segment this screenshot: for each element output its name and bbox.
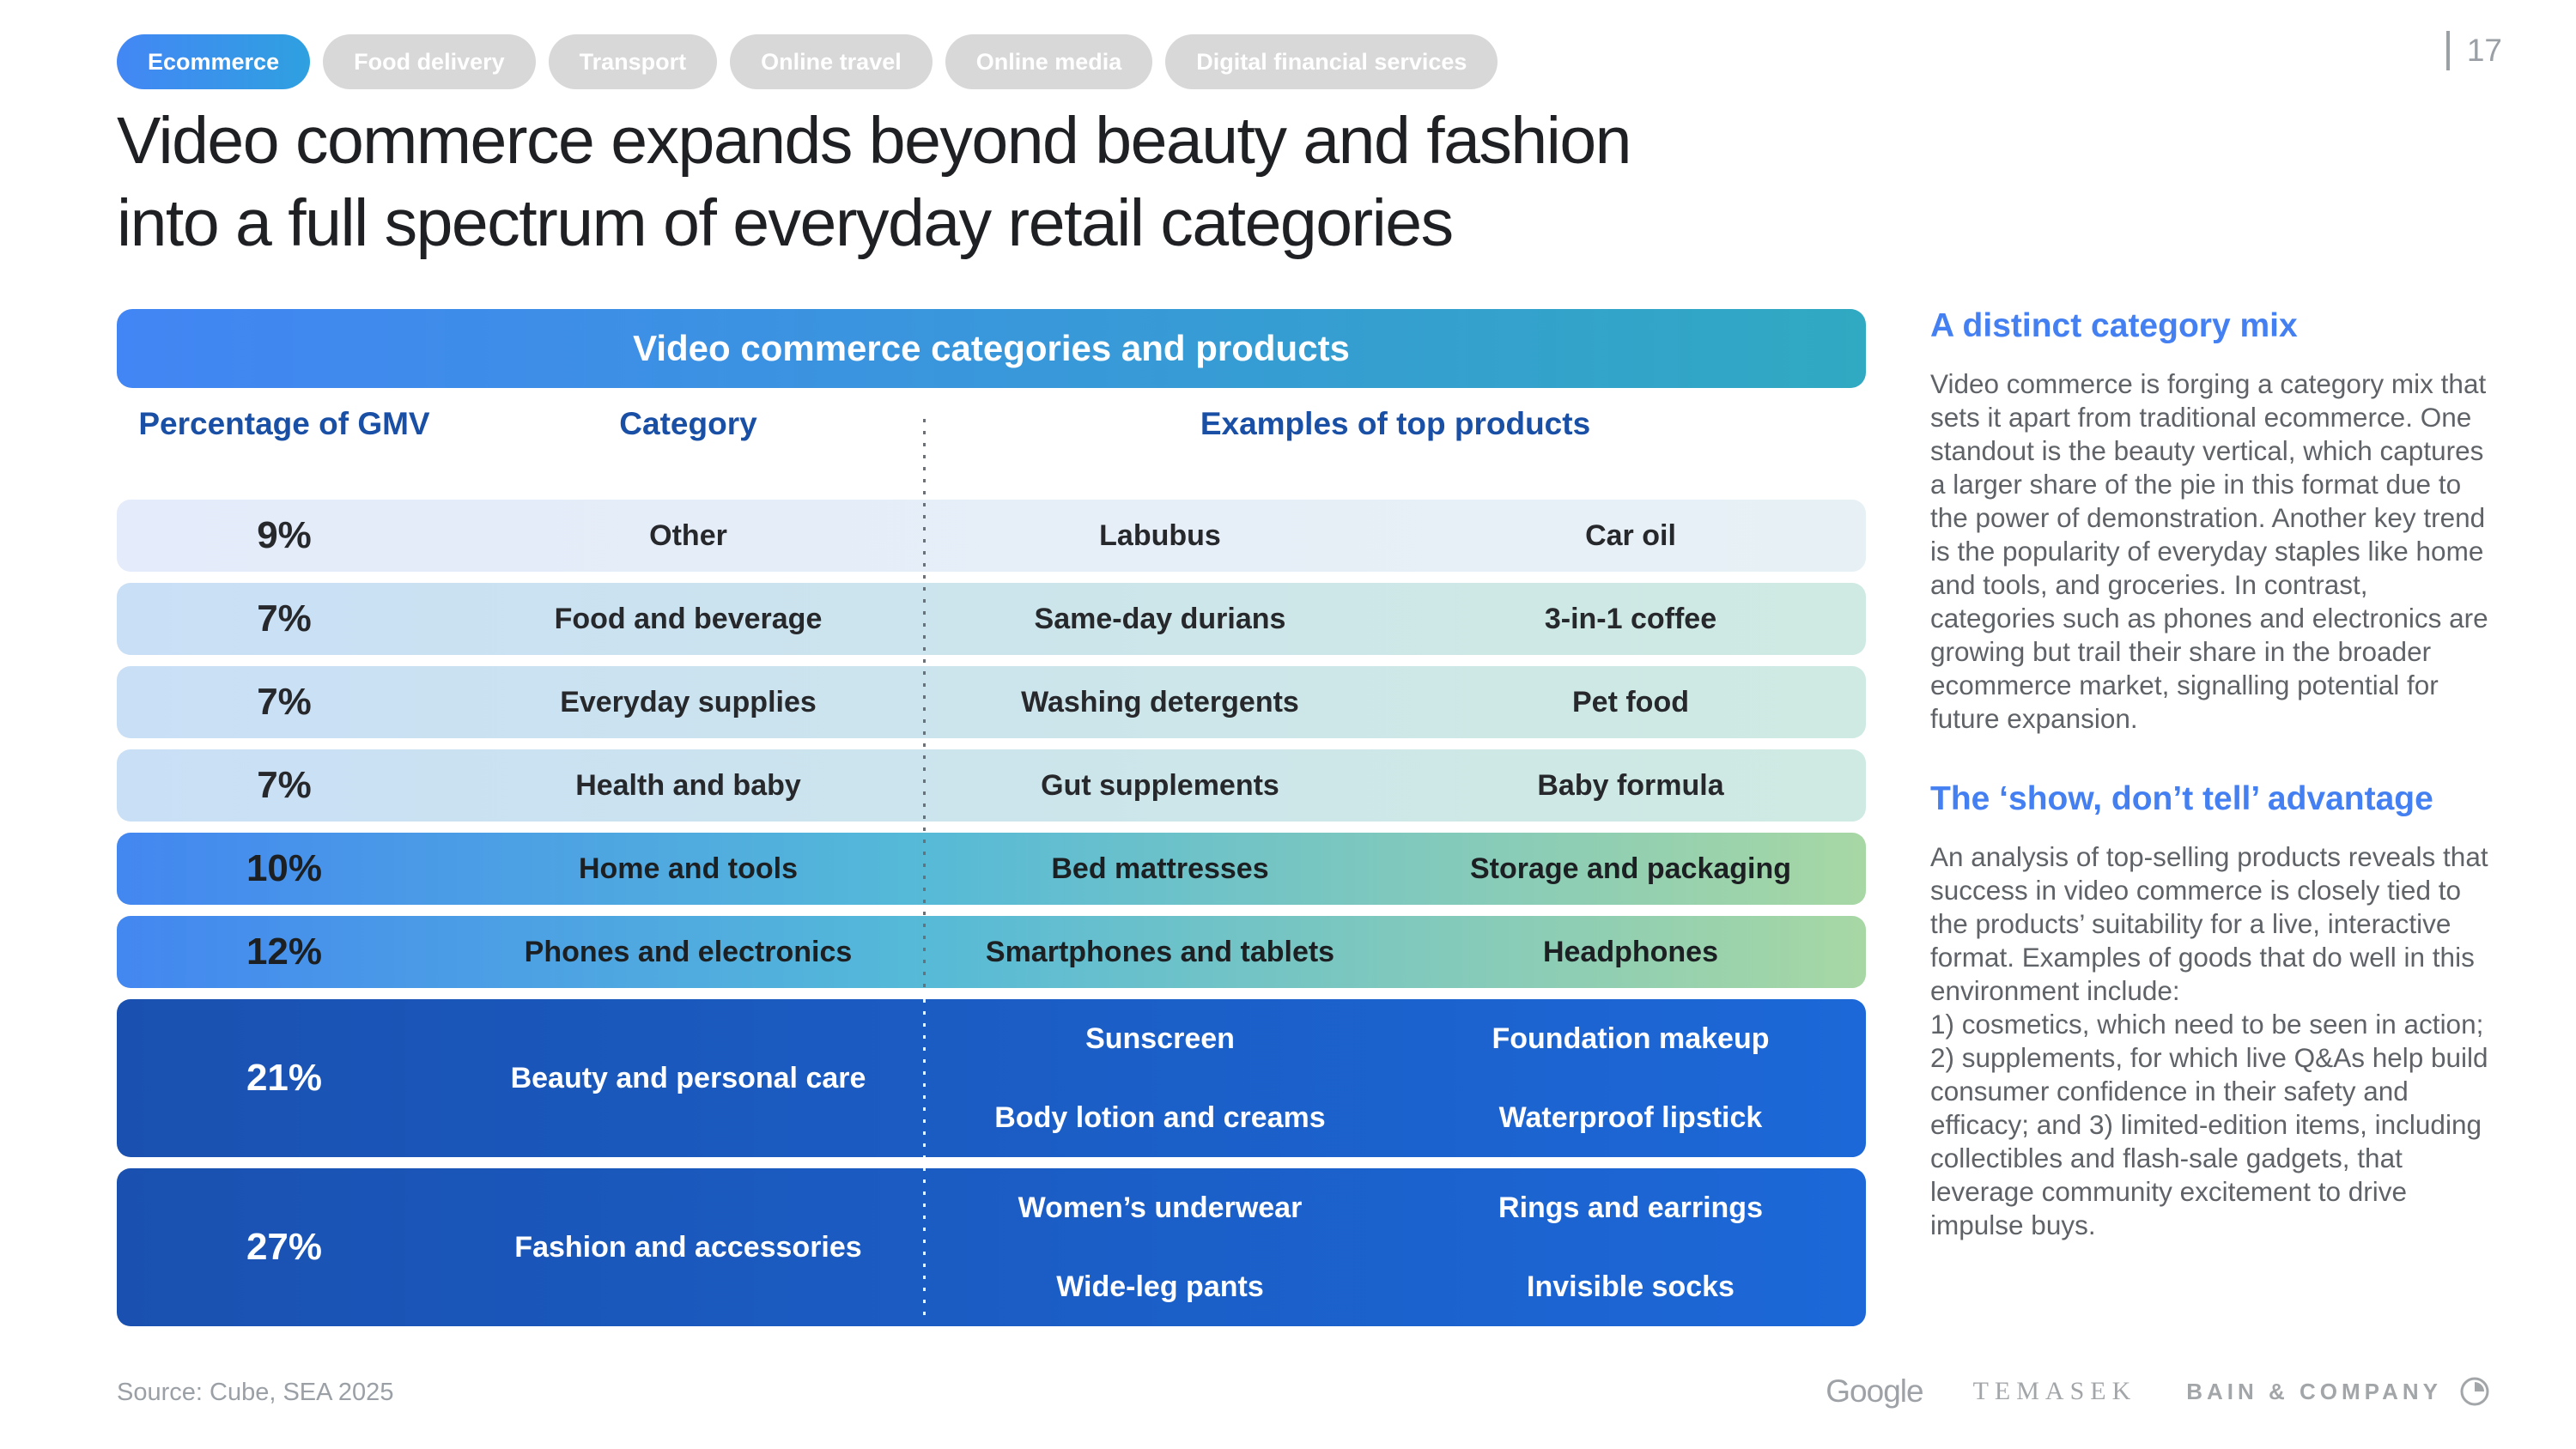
- product-example: Wide-leg pants: [1056, 1270, 1264, 1303]
- table-row: 12% Phones and electronics Smartphones and…: [117, 916, 1866, 988]
- product-example: Gut supplements: [1041, 768, 1279, 802]
- sidebar-paragraph-show-dont-tell: An analysis of top-selling products reve…: [1930, 841, 2488, 1240]
- page-number-value: 17: [2466, 33, 2502, 68]
- column-divider-dotted-line-dark-1: [923, 999, 926, 1157]
- gmv-percentage: 27%: [246, 1226, 323, 1268]
- sidebar: A distinct category mix Video commerce i…: [1930, 307, 2495, 1287]
- gmv-percentage: 10%: [246, 847, 323, 889]
- column-divider-dotted-line: [923, 419, 926, 992]
- page-number-divider: [2445, 31, 2450, 70]
- table-row: 27% Fashion and accessories Women’s underw…: [117, 1168, 1866, 1326]
- product-example: Body lotion and creams: [994, 1100, 1326, 1134]
- table-row: 21% Beauty and personal care Sunscreen Foun…: [117, 999, 1866, 1157]
- source-note: Source: Cube, SEA 2025: [117, 1379, 394, 1406]
- slide-title-line-2: into a full spectrum of everyday retail …: [117, 186, 1454, 260]
- column-header-examples: Examples of top products: [1200, 406, 1591, 441]
- sidebar-heading-show-dont-tell: The ‘show, don’t tell’ advantage: [1930, 780, 2433, 817]
- product-example: 3-in-1 coffee: [1544, 602, 1717, 635]
- gmv-percentage: 7%: [257, 764, 312, 806]
- product-example: Foundation makeup: [1492, 1022, 1770, 1055]
- product-example: Same-day durians: [1034, 602, 1286, 635]
- product-example: Sunscreen: [1085, 1022, 1235, 1055]
- category-name: Food and beverage: [554, 602, 823, 635]
- product-example: Pet food: [1572, 685, 1689, 718]
- gmv-percentage: 7%: [257, 597, 312, 640]
- column-divider-dotted-line-dark-2: [923, 1167, 926, 1324]
- table-row: 7% Health and baby Gut supplements Baby for…: [117, 749, 1866, 822]
- table-title-band: Video commerce categories and products: [117, 309, 1866, 388]
- product-example: Labubus: [1099, 518, 1221, 552]
- table-row: 7% Food and beverage Same-day durians 3-in-…: [117, 583, 1866, 655]
- category-table: Video commerce categories and products P…: [117, 309, 1866, 1326]
- bain-logo: BAIN & COMPANY: [2186, 1378, 2442, 1404]
- table-row: 10% Home and tools Bed mattresses Storage a…: [117, 833, 1866, 905]
- category-name: Beauty and personal care: [510, 1061, 866, 1094]
- category-name: Everyday supplies: [560, 685, 817, 718]
- category-name: Fashion and accessories: [514, 1230, 862, 1264]
- sidebar-paragraph-category-mix: Video commerce is forging a category mix…: [1930, 368, 2488, 734]
- gmv-percentage: 21%: [246, 1057, 323, 1099]
- product-example: Women’s underwear: [1018, 1191, 1303, 1224]
- gmv-percentage: 9%: [257, 514, 312, 556]
- column-header-category: Category: [619, 406, 757, 441]
- tab-transport[interactable]: Transport: [548, 34, 718, 89]
- tab-online-media[interactable]: Online media: [945, 34, 1153, 89]
- column-header-row: Percentage of GMV Category Examples of t…: [117, 398, 1866, 450]
- footer-logos: Google TEMASEK BAIN & COMPANY: [1826, 1373, 2490, 1410]
- product-example: Waterproof lipstick: [1498, 1100, 1763, 1134]
- tab-food-delivery[interactable]: Food delivery: [323, 34, 536, 89]
- tab-digital-financial-services[interactable]: Digital financial services: [1165, 34, 1498, 89]
- slide-title-line-1: Video commerce expands beyond beauty and…: [117, 104, 1632, 178]
- sidebar-heading-category-mix: A distinct category mix: [1930, 307, 2298, 344]
- product-example: Rings and earrings: [1498, 1191, 1763, 1224]
- google-logo: Google: [1826, 1373, 1923, 1409]
- table-rows: 9% Other Labubus Car oil 7% Food and beverage…: [117, 500, 1866, 1326]
- gmv-percentage: 12%: [246, 931, 323, 973]
- category-name: Home and tools: [578, 852, 799, 885]
- product-example: Invisible socks: [1527, 1270, 1735, 1303]
- category-name: Other: [649, 518, 727, 552]
- product-example: Baby formula: [1537, 768, 1724, 802]
- page-number: 17: [2445, 31, 2502, 70]
- bain-logo-mark: [2459, 1376, 2490, 1407]
- product-example: Washing detergents: [1021, 685, 1299, 718]
- product-example: Car oil: [1585, 518, 1676, 552]
- product-example: Headphones: [1542, 935, 1719, 968]
- product-example: Bed mattresses: [1051, 852, 1269, 885]
- product-example: Smartphones and tablets: [985, 935, 1335, 968]
- product-example: Storage and packaging: [1469, 852, 1792, 885]
- tab-bar: Ecommerce Food delivery Transport Online tr…: [117, 34, 1498, 89]
- category-name: Phones and electronics: [524, 935, 853, 968]
- tab-ecommerce[interactable]: Ecommerce: [117, 34, 311, 89]
- slide-title: Video commerce expands beyond beauty and…: [117, 100, 1632, 264]
- column-header-gmv: Percentage of GMV: [138, 406, 430, 441]
- category-name: Health and baby: [575, 768, 801, 802]
- gmv-percentage: 7%: [257, 681, 312, 723]
- tab-online-travel[interactable]: Online travel: [730, 34, 933, 89]
- temasek-logo: TEMASEK: [1972, 1377, 2137, 1405]
- table-row: 9% Other Labubus Car oil: [117, 500, 1866, 572]
- table-row: 7% Everyday supplies Washing detergents Pet…: [117, 666, 1866, 738]
